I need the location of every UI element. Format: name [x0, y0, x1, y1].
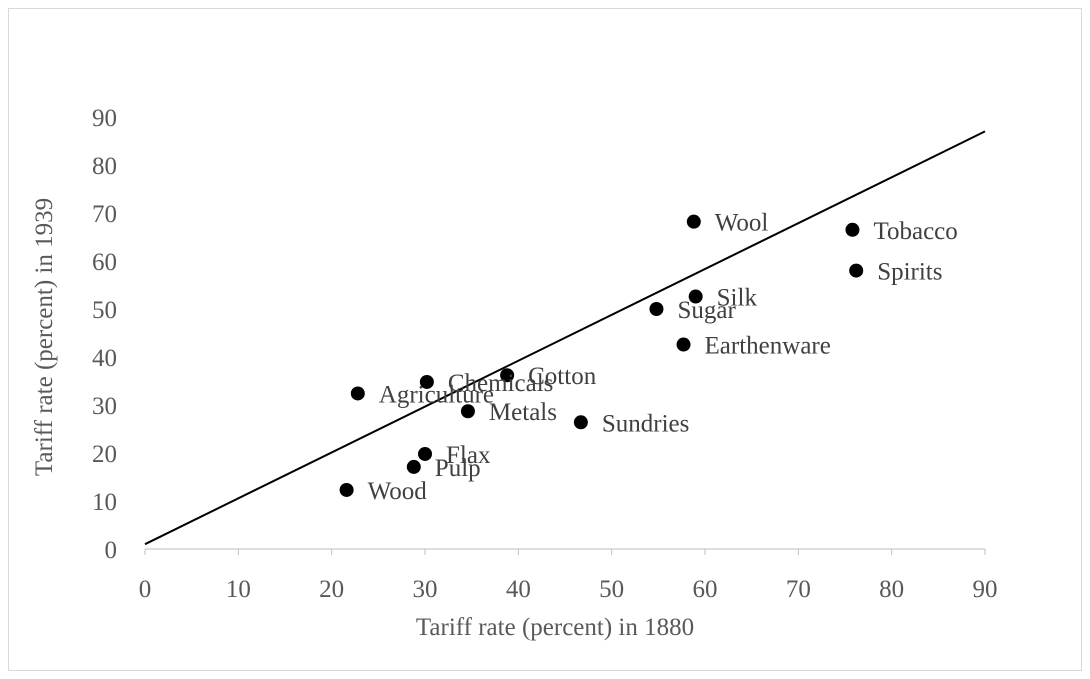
y-tick-label: 90: [92, 105, 117, 132]
data-label: Chemicals: [448, 370, 554, 397]
y-tick-label: 0: [105, 537, 118, 564]
y-tick-label: 40: [92, 345, 117, 372]
data-point: [350, 386, 365, 401]
data-label: Flax: [446, 442, 491, 469]
y-tick-label: 70: [92, 201, 117, 228]
data-label: Sundries: [602, 410, 690, 437]
x-tick-label: 50: [599, 576, 624, 603]
x-tick-label: 0: [139, 576, 152, 603]
x-tick-label: 20: [319, 576, 344, 603]
data-points: [339, 214, 864, 497]
data-label: Earthenware: [705, 333, 831, 360]
data-point: [573, 415, 588, 430]
x-tick-label: 60: [693, 576, 718, 603]
data-point: [676, 337, 691, 352]
data-point: [418, 446, 432, 461]
x-tick-label: 70: [786, 576, 811, 603]
x-tick-label: 40: [506, 576, 531, 603]
y-tick-label: 80: [92, 153, 117, 180]
x-tick-label: 30: [413, 576, 438, 603]
data-point: [849, 263, 864, 278]
x-tick-label: 10: [226, 576, 251, 603]
data-label: Spirits: [877, 259, 942, 286]
data-label: Pulp: [435, 455, 481, 482]
data-point: [339, 482, 354, 497]
data-point: [406, 459, 421, 474]
y-axis-ticks: 0 10 20 30 40 50 60 70 80 90: [92, 105, 117, 564]
y-tick-label: 60: [92, 249, 117, 276]
data-label: Agriculture: [379, 381, 494, 408]
data-point: [500, 368, 515, 383]
y-tick-label: 30: [92, 393, 117, 420]
y-tick-label: 50: [92, 297, 117, 324]
y-tick-label: 10: [92, 489, 117, 516]
data-label: Cotton: [528, 363, 597, 390]
x-tick-label: 90: [973, 576, 998, 603]
reference-line: [144, 130, 986, 546]
y-tick-label: 20: [92, 441, 117, 468]
data-label: Tobacco: [873, 218, 957, 245]
data-point: [460, 404, 475, 419]
data-point: [688, 289, 703, 304]
x-tick-label: 80: [879, 576, 904, 603]
data-label: Sugar: [677, 297, 736, 324]
chart-frame: [8, 8, 1082, 671]
data-label: Silk: [717, 285, 758, 312]
data-point: [419, 374, 434, 389]
data-point: [649, 302, 664, 316]
y-axis-title: Tariff rate (percent) in 1939: [31, 198, 58, 476]
data-label: Wood: [368, 478, 428, 505]
data-label: Metals: [489, 399, 557, 426]
x-axis-ticks: 0 10 20 30 40 50 60 70 80 90: [139, 549, 998, 603]
x-axis-title: Tariff rate (percent) in 1880: [416, 614, 694, 641]
data-point: [686, 214, 701, 229]
data-label: Wool: [715, 210, 769, 237]
data-point: [845, 222, 860, 237]
